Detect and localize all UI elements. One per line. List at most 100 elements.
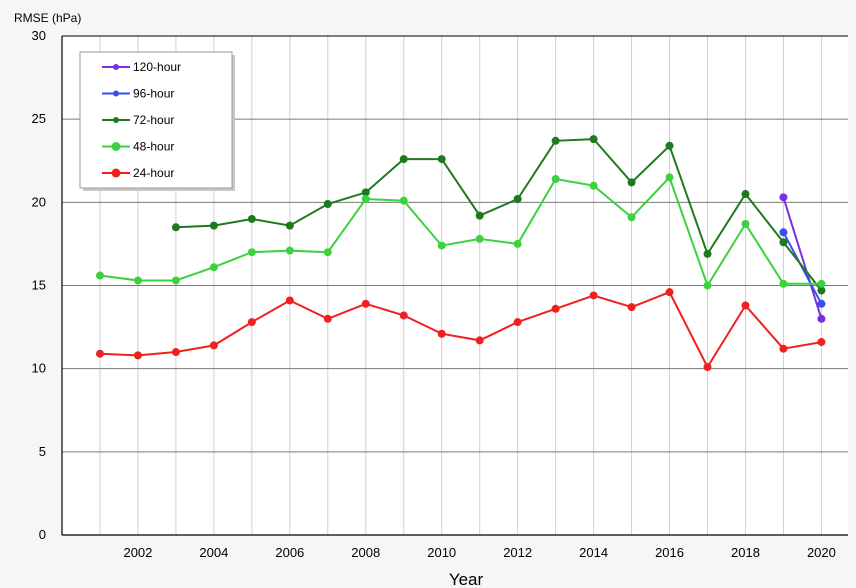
y-tick-label: 20 bbox=[32, 194, 46, 209]
data-point bbox=[817, 314, 826, 323]
data-point bbox=[323, 199, 332, 208]
series-48-hour bbox=[95, 173, 826, 290]
series-line bbox=[99, 290, 822, 370]
y-tick-label: 30 bbox=[32, 28, 46, 43]
series-120-hour bbox=[779, 193, 826, 323]
data-point bbox=[171, 223, 180, 232]
data-point bbox=[779, 238, 788, 247]
data-point bbox=[703, 249, 712, 258]
legend-swatch-marker bbox=[113, 64, 119, 70]
legend-label: 48-hour bbox=[133, 140, 174, 154]
y-tick-label: 10 bbox=[32, 361, 46, 376]
y-tick-labels: 0 5 10 15 20 25 30 bbox=[32, 28, 46, 542]
data-point bbox=[703, 363, 712, 372]
data-point bbox=[551, 304, 560, 313]
data-point bbox=[171, 276, 180, 285]
legend-swatch-marker bbox=[111, 168, 121, 178]
legend-swatch-marker bbox=[113, 90, 119, 97]
x-axis-title: Year bbox=[449, 570, 484, 588]
x-tick-label: 2010 bbox=[427, 545, 456, 560]
legend-label: 120-hour bbox=[133, 60, 181, 74]
data-point bbox=[817, 279, 826, 288]
x-tick-label: 2002 bbox=[123, 545, 152, 560]
y-tick-label: 0 bbox=[39, 527, 46, 542]
x-tick-label: 2020 bbox=[807, 545, 836, 560]
axes bbox=[61, 36, 848, 536]
data-point bbox=[399, 155, 408, 164]
data-point bbox=[247, 318, 256, 327]
data-point bbox=[361, 299, 370, 308]
data-point bbox=[437, 241, 446, 250]
data-point bbox=[133, 276, 142, 285]
data-point bbox=[665, 141, 674, 150]
data-point bbox=[817, 286, 826, 295]
data-point bbox=[779, 228, 788, 237]
x-tick-label: 2016 bbox=[655, 545, 684, 560]
data-point bbox=[627, 213, 636, 222]
y-tick-label: 25 bbox=[32, 111, 46, 126]
data-point bbox=[513, 195, 522, 204]
legend-swatch-marker bbox=[113, 117, 119, 123]
data-point bbox=[665, 288, 674, 297]
data-point bbox=[323, 248, 332, 257]
data-point bbox=[285, 296, 294, 305]
data-point bbox=[285, 221, 294, 230]
series-72-hour bbox=[171, 135, 826, 295]
x-tick-label: 2006 bbox=[275, 545, 304, 560]
legend-label: 24-hour bbox=[133, 166, 174, 180]
data-point bbox=[475, 234, 484, 243]
data-point bbox=[437, 155, 446, 164]
y-axis-title: RMSE (hPa) bbox=[14, 11, 81, 25]
data-point bbox=[209, 263, 218, 272]
data-point bbox=[817, 338, 826, 347]
x-tick-label: 2008 bbox=[351, 545, 380, 560]
series-24-hour bbox=[95, 288, 826, 372]
data-point bbox=[551, 175, 560, 184]
series-line bbox=[99, 175, 822, 288]
data-point bbox=[95, 271, 104, 280]
data-point bbox=[741, 219, 750, 228]
data-point bbox=[475, 211, 484, 220]
data-point bbox=[513, 318, 522, 327]
x-tick-label: 2004 bbox=[199, 545, 228, 560]
data-point bbox=[285, 246, 294, 255]
data-point bbox=[209, 221, 218, 230]
series-line bbox=[782, 231, 823, 305]
data-series bbox=[95, 135, 826, 372]
data-point bbox=[361, 188, 370, 197]
data-point bbox=[323, 314, 332, 323]
data-point bbox=[627, 303, 636, 312]
legend-label: 72-hour bbox=[133, 113, 174, 127]
data-point bbox=[475, 336, 484, 345]
data-point bbox=[589, 181, 598, 190]
data-point bbox=[741, 301, 750, 310]
data-point bbox=[133, 351, 142, 360]
series-96-hour bbox=[779, 228, 826, 308]
data-point bbox=[361, 195, 370, 204]
data-point bbox=[665, 173, 674, 182]
data-point bbox=[247, 248, 256, 257]
data-point bbox=[551, 136, 560, 145]
data-point bbox=[209, 341, 218, 350]
series-line bbox=[175, 138, 823, 292]
data-point bbox=[513, 239, 522, 248]
legend-swatch-marker bbox=[111, 142, 121, 151]
legend-label: 96-hour bbox=[133, 87, 174, 101]
y-tick-label: 5 bbox=[39, 444, 46, 459]
data-point bbox=[779, 344, 788, 353]
legend: 120-hour 96-hour 72-hour 48-hour 24-hour bbox=[79, 51, 235, 191]
x-tick-label: 2014 bbox=[579, 545, 608, 560]
data-point bbox=[171, 348, 180, 357]
data-point bbox=[703, 281, 712, 290]
horizontal-gridlines bbox=[62, 35, 848, 453]
x-tick-label: 2012 bbox=[503, 545, 532, 560]
data-point bbox=[437, 329, 446, 338]
data-point bbox=[589, 291, 598, 300]
x-tick-labels: 2002 2004 2006 2008 2010 2012 2014 2016 2018 2020 bbox=[123, 545, 835, 560]
data-point bbox=[817, 299, 826, 308]
series-line bbox=[782, 197, 823, 320]
data-point bbox=[627, 178, 636, 187]
data-point bbox=[589, 135, 598, 144]
x-tick-label: 2018 bbox=[731, 545, 760, 560]
